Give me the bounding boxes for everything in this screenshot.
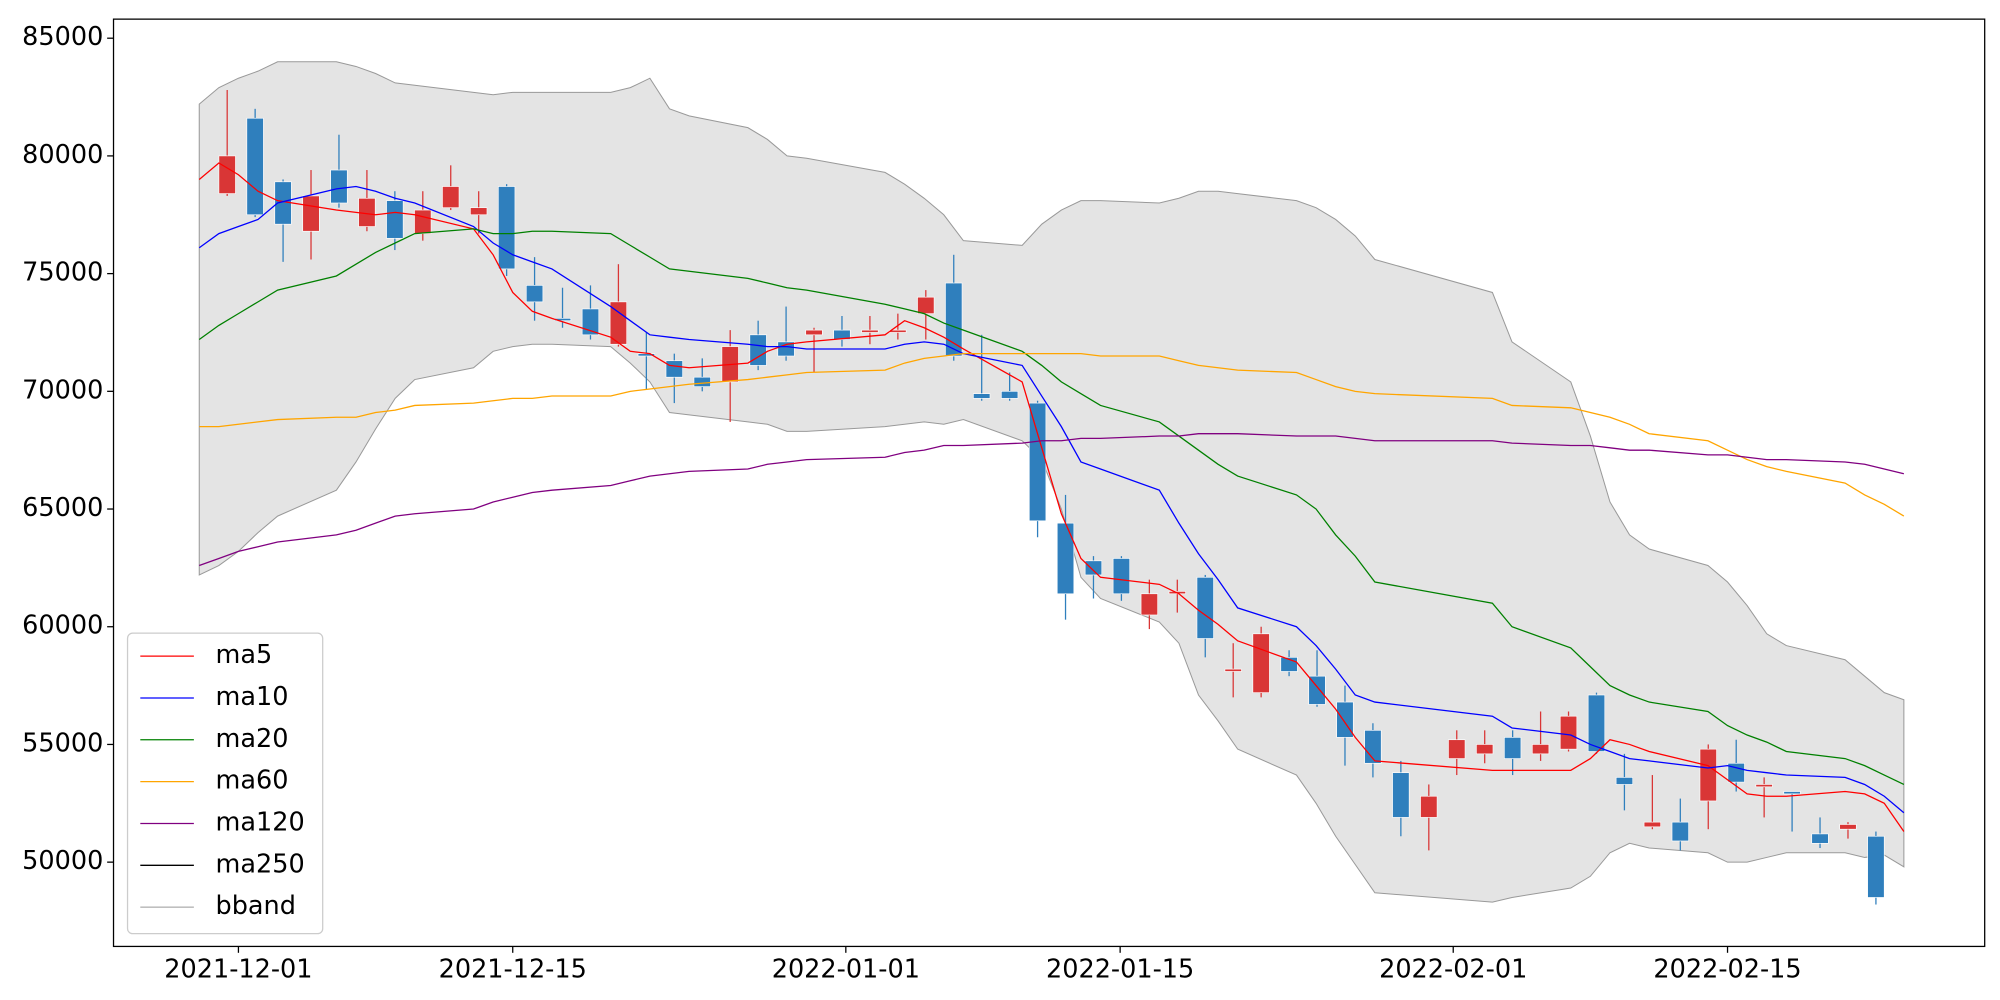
legend-label: ma20	[216, 724, 289, 754]
y-tick-label: 50000	[22, 846, 103, 876]
candle-body	[1224, 668, 1242, 672]
y-tick-label: 70000	[22, 375, 103, 405]
candle-body	[805, 329, 823, 336]
candle-body	[218, 155, 236, 194]
x-tick-label: 2021-12-01	[164, 955, 312, 985]
x-tick-label: 2022-01-15	[1046, 955, 1194, 985]
candle-body	[1308, 675, 1326, 705]
legend-label: ma120	[216, 807, 305, 837]
candle-body	[442, 186, 460, 209]
x-tick-label: 2021-12-15	[439, 955, 587, 985]
legend-label: ma60	[216, 766, 289, 796]
candle-body	[693, 376, 711, 387]
candle-body	[1392, 772, 1410, 818]
y-tick-label: 80000	[22, 140, 103, 170]
plot-area	[198, 61, 1905, 905]
candle-body	[945, 282, 963, 357]
candle-body	[1559, 715, 1578, 750]
candle-body	[609, 301, 628, 345]
candle-body	[1783, 791, 1801, 795]
candle-body	[1028, 402, 1047, 522]
ma-line	[198, 185, 1905, 814]
y-tick-label: 60000	[22, 611, 103, 641]
candle-body	[1084, 560, 1103, 576]
x-tick-label: 2022-02-15	[1653, 955, 1801, 985]
candle-body	[833, 329, 851, 340]
candle-body	[1364, 729, 1382, 764]
candle-body	[1420, 795, 1438, 818]
candle-body	[1252, 633, 1270, 693]
ma-line	[198, 228, 1905, 786]
x-tick-label: 2022-02-01	[1379, 955, 1527, 985]
candle-body	[1476, 744, 1494, 755]
legend-label: ma10	[216, 682, 289, 712]
candle-body	[1140, 593, 1158, 616]
x-tick-label: 2022-01-01	[772, 955, 920, 985]
legend-label: bband	[216, 891, 296, 921]
y-tick-label: 85000	[22, 22, 103, 52]
candle-body	[1336, 701, 1354, 738]
y-tick-label: 75000	[22, 258, 103, 288]
candle-body	[1811, 833, 1829, 844]
candle-body	[1615, 777, 1634, 785]
legend-box	[126, 632, 324, 935]
ma-line	[198, 162, 1905, 832]
candle-body	[414, 209, 432, 234]
candle-body	[246, 117, 264, 216]
candle-body	[1448, 739, 1466, 759]
candle-body	[973, 393, 991, 399]
candle-body	[1643, 821, 1661, 828]
candle-body	[665, 360, 683, 378]
candle-body	[330, 169, 348, 204]
candle-body	[470, 207, 488, 216]
candle-body	[1839, 824, 1857, 830]
candle-body	[1112, 558, 1131, 595]
legend-label: ma250	[216, 849, 305, 879]
candle-body	[525, 285, 544, 303]
candle-body	[498, 186, 516, 270]
candle-body	[1867, 835, 1885, 898]
candle-body	[1531, 744, 1550, 755]
candle-body	[1196, 576, 1214, 639]
axes-frame	[112, 18, 1986, 948]
candle-body	[861, 329, 879, 333]
candle-body	[1727, 762, 1745, 783]
candle-body	[749, 334, 767, 366]
candle-body	[302, 195, 320, 232]
candle-body	[1001, 391, 1019, 399]
candle-body	[386, 200, 404, 239]
ma-line	[199, 433, 1905, 567]
ma-line	[199, 353, 1905, 517]
candle-body	[1504, 737, 1522, 759]
legend-label: ma5	[216, 640, 273, 670]
candle-body	[1587, 694, 1606, 752]
candle-body	[1056, 522, 1075, 595]
legend: ma5 ma10 ma20 ma60 ma120 ma250 bband	[126, 632, 324, 935]
y-tick-label: 65000	[22, 493, 103, 523]
y-tick-label: 55000	[22, 728, 103, 758]
candle-body	[1671, 821, 1689, 842]
candle-body	[581, 308, 600, 336]
candle-body	[1755, 784, 1773, 788]
candle-body	[917, 296, 935, 314]
candle-body	[1699, 748, 1717, 802]
